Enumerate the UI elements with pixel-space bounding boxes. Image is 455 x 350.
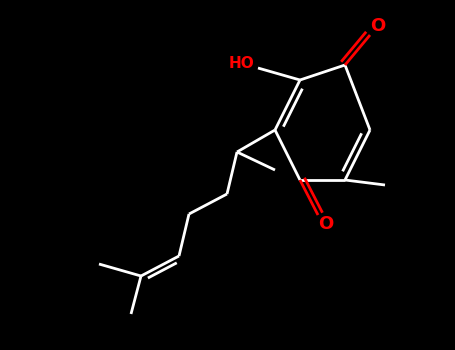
Text: O: O	[318, 215, 334, 233]
Text: O: O	[370, 17, 386, 35]
Text: HO: HO	[229, 56, 255, 71]
